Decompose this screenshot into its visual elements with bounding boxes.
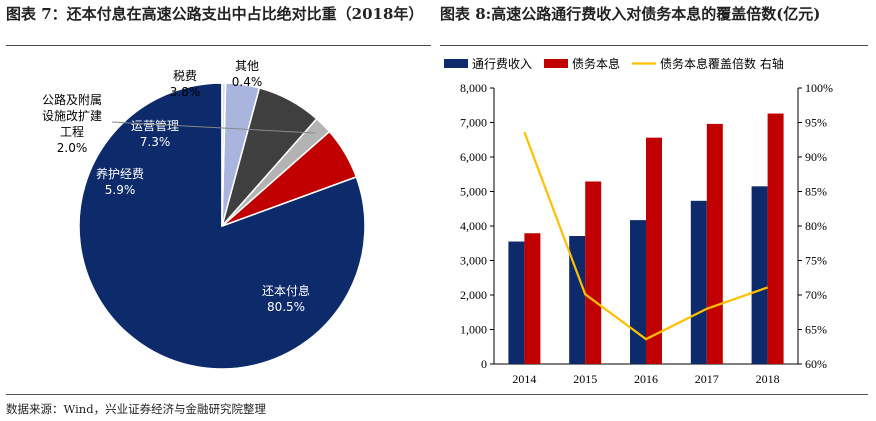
x-tick-label: 2016 <box>634 372 658 386</box>
left-tick-label: 4,000 <box>460 219 487 233</box>
bar-line-chart: 0 1,000 2,000 3,000 4,000 5,000 6,000 7,000 8,00… <box>444 56 833 386</box>
bar-chart-title: 图表 8:高速公路通行费收入对债务本息的覆盖倍数(亿元) <box>440 5 821 23</box>
x-tick-label: 2017 <box>695 372 719 386</box>
right-tick-label: 65% <box>805 323 827 337</box>
title-divider-left <box>6 45 431 46</box>
left-tick-label: 8,000 <box>460 81 487 95</box>
right-tick-label: 85% <box>805 185 827 199</box>
right-tick-label: 95% <box>805 116 827 130</box>
bar-通行费收入-2016 <box>630 220 646 364</box>
bar-债务本息-2017 <box>706 123 723 364</box>
right-tick-label: 90% <box>805 150 827 164</box>
bar-债务本息-2016 <box>646 137 662 364</box>
bar-债务本息-2014 <box>524 233 541 364</box>
legend-swatch-0 <box>444 59 468 68</box>
bar-债务本息-2015 <box>585 181 602 364</box>
pie-label-税费: 税费 3.8% <box>170 69 201 99</box>
source-note: 数据来源：Wind，兴业证券经济与金融研究院整理 <box>6 402 267 416</box>
legend-swatch-1 <box>544 59 568 68</box>
left-tick-label: 7,000 <box>460 116 487 130</box>
pie-label-养护经费: 养护经费 5.9% <box>96 166 144 197</box>
right-tick-label: 75% <box>805 254 827 268</box>
title-divider-right <box>440 45 868 46</box>
legend-label-1: 债务本息 <box>572 56 620 71</box>
left-tick-label: 2,000 <box>460 288 487 302</box>
x-tick-label: 2018 <box>756 372 780 386</box>
pie-label-其他: 其他 0.4% <box>232 59 263 89</box>
legend-label-0: 通行费收入 <box>472 57 532 71</box>
pie-label-公路及附属设施改扩建工程: 公路及附属设施改扩建工程 2.0% <box>42 92 102 155</box>
footer-divider <box>6 394 868 395</box>
pie-chart-title: 图表 7：还本付息在高速公路支出中占比绝对比重（2018年） <box>6 5 424 23</box>
x-tick-label: 2015 <box>573 372 597 386</box>
pie-chart: 还本付息 80.5% 养护经费 5.9% 公路及附属设施改扩建工程 2.0% 运营管理 7.3… <box>42 59 366 370</box>
pie-label-运营管理: 运营管理 7.3% <box>131 118 179 149</box>
left-tick-label: 3,000 <box>460 254 487 268</box>
pie-slice-0 <box>78 82 366 370</box>
left-tick-label: 0 <box>481 357 487 371</box>
bar-通行费收入-2018 <box>751 186 768 364</box>
legend-label-2: 债务本息覆盖倍数 右轴 <box>660 56 784 71</box>
left-tick-label: 6,000 <box>460 150 487 164</box>
bar-通行费收入-2017 <box>690 200 707 364</box>
x-tick-label: 2014 <box>512 372 536 386</box>
bar-债务本息-2018 <box>767 113 784 364</box>
pie-slice-5 <box>221 82 227 227</box>
right-tick-label: 100% <box>805 81 833 95</box>
pie-leader-line <box>111 121 316 134</box>
bar-通行费收入-2014 <box>508 241 525 364</box>
left-tick-label: 5,000 <box>460 185 487 199</box>
bar-通行费收入-2015 <box>569 236 586 364</box>
pie-label-还本付息: 还本付息 80.5% <box>262 283 310 314</box>
right-tick-label: 80% <box>805 219 827 233</box>
left-tick-label: 1,000 <box>460 323 487 337</box>
right-tick-label: 60% <box>805 357 827 371</box>
right-tick-label: 70% <box>805 288 827 302</box>
